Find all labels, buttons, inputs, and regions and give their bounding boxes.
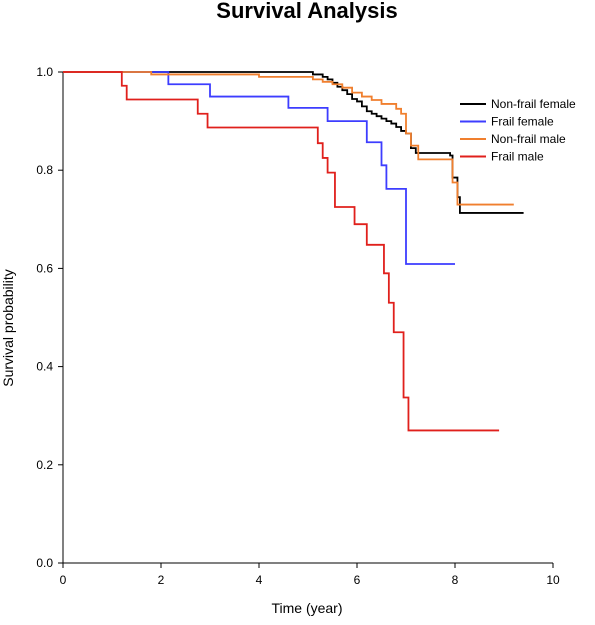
x-ticks: 0 2 4 6 8 10 bbox=[60, 563, 560, 587]
y-tick-label: 0.6 bbox=[36, 261, 53, 275]
x-tick-label: 10 bbox=[546, 573, 560, 587]
legend: Non-frail female Frail female Non-frail ma… bbox=[460, 97, 576, 164]
series-line-non-frail-female bbox=[63, 71, 524, 214]
x-tick-label: 2 bbox=[158, 573, 165, 587]
y-ticks: 0.0 0.2 0.4 0.6 0.8 1.0 bbox=[36, 65, 63, 570]
legend-label: Frail female bbox=[491, 115, 554, 129]
x-tick-label: 4 bbox=[256, 573, 263, 587]
y-tick-label: 0.2 bbox=[36, 458, 53, 472]
y-tick-label: 1.0 bbox=[36, 65, 53, 79]
series-lines bbox=[63, 71, 524, 432]
legend-label: Frail male bbox=[491, 150, 544, 164]
y-tick-label: 0.8 bbox=[36, 163, 53, 177]
y-axis-label: Survival probability bbox=[0, 269, 16, 387]
x-tick-label: 6 bbox=[354, 573, 361, 587]
y-tick-label: 0.0 bbox=[36, 556, 53, 570]
legend-label: Non-frail female bbox=[491, 97, 576, 111]
legend-label: Non-frail male bbox=[491, 132, 566, 146]
series-line-frail-male bbox=[63, 71, 500, 432]
x-axis-label: Time (year) bbox=[271, 600, 342, 616]
series-line-frail-female bbox=[63, 71, 455, 265]
x-tick-label: 8 bbox=[452, 573, 459, 587]
y-tick-label: 0.4 bbox=[36, 360, 53, 374]
series-line-non-frail-male bbox=[63, 71, 514, 206]
axes bbox=[62, 72, 553, 564]
chart-title: Survival Analysis bbox=[216, 0, 397, 23]
x-tick-label: 0 bbox=[60, 573, 67, 587]
